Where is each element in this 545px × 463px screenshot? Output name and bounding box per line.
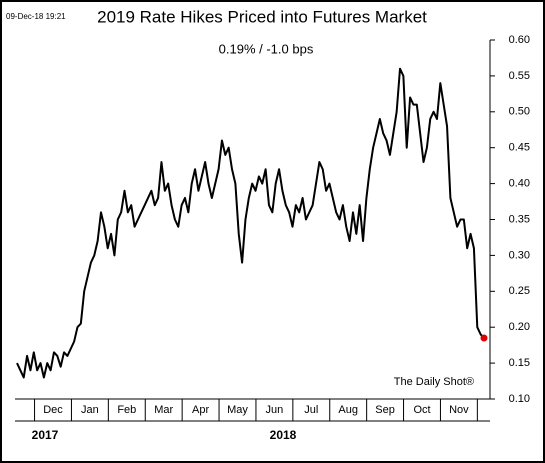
source: The Daily Shot® [394, 376, 474, 388]
chart-title: 2019 Rate Hikes Priced into Futures Mark… [97, 7, 427, 26]
x-tick-label: Oct [413, 404, 430, 416]
x-tick-label: Aug [338, 404, 358, 416]
y-tick-label: 0.60 [509, 34, 530, 46]
x-tick-label: Mar [154, 404, 173, 416]
y-tick-label: 0.30 [509, 249, 530, 261]
y-tick-label: 0.55 [509, 70, 530, 82]
last-point [480, 334, 488, 342]
x-tick-label: Feb [117, 404, 136, 416]
x-tick-label: Sep [375, 404, 395, 416]
chart-subtitle: 0.19% / -1.0 bps [219, 41, 314, 56]
y-tick-label: 0.35 [509, 213, 530, 225]
x-tick-label: Jun [266, 404, 284, 416]
y-tick-label: 0.45 [509, 142, 530, 154]
y-tick-label: 0.25 [509, 285, 530, 297]
y-tick-label: 0.50 [509, 106, 530, 118]
x-tick-label: Apr [192, 404, 209, 416]
y-tick-label: 0.10 [509, 393, 530, 405]
x-tick-label: Nov [449, 404, 469, 416]
y-tick-label: 0.40 [509, 178, 530, 190]
line-series [16, 67, 485, 379]
x-tick-label: Dec [43, 404, 63, 416]
x-tick-label: Jul [304, 404, 318, 416]
x-tick-label: Jan [81, 404, 99, 416]
timestamp: 09-Dec-18 19:21 [6, 12, 66, 21]
y-tick-label: 0.15 [509, 357, 530, 369]
x-tick-label: May [227, 404, 248, 416]
y-tick-label: 0.20 [509, 321, 530, 333]
year-label: 2018 [270, 428, 297, 442]
year-label: 2017 [32, 428, 59, 442]
